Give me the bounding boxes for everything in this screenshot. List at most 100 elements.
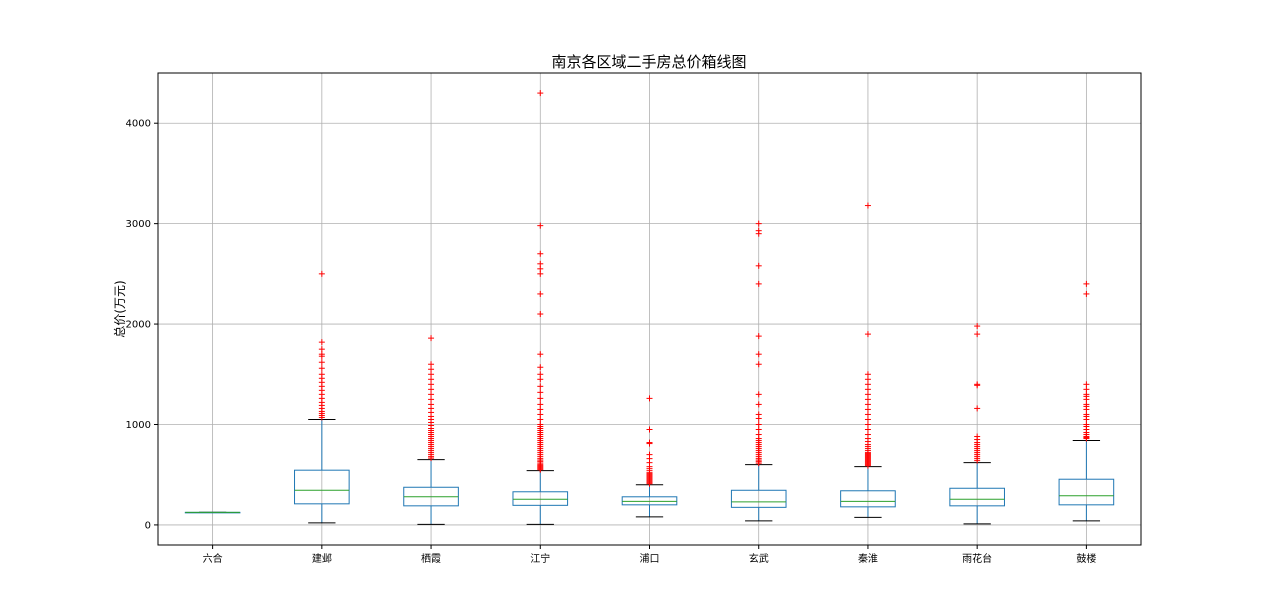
box-iqr: [621, 496, 678, 506]
outlier-point: [318, 270, 325, 277]
outlier-point: [537, 311, 544, 318]
outlier-point: [864, 416, 871, 423]
outlier-point: [537, 395, 544, 402]
outlier-point: [537, 290, 544, 297]
y-tick-label: 4000: [126, 119, 151, 130]
outlier-point: [646, 395, 653, 402]
box-iqr: [949, 487, 1005, 507]
x-tick-label: 栖霞: [421, 552, 441, 565]
y-tick-label: 3000: [126, 219, 151, 230]
x-tick-label: 秦淮: [858, 552, 878, 565]
outlier-point: [428, 401, 435, 408]
outlier-point: [428, 386, 435, 393]
outlier-point: [537, 260, 544, 267]
outlier-point: [864, 391, 871, 398]
outlier-point: [864, 202, 871, 209]
outlier-point: [537, 250, 544, 257]
outlier-point: [646, 439, 653, 446]
outlier-point: [864, 411, 871, 418]
box-8: [949, 323, 1005, 525]
outlier-point: [428, 366, 435, 373]
outlier-point: [864, 406, 871, 413]
outlier-point: [1083, 381, 1090, 388]
outlier-point: [974, 433, 981, 440]
outlier-point: [755, 220, 762, 227]
outlier-point: [974, 331, 981, 338]
outlier-point: [1083, 391, 1090, 398]
outlier-point: [864, 371, 871, 378]
outlier-point: [1083, 386, 1090, 393]
outlier-point: [755, 401, 762, 408]
outlier-point: [864, 396, 871, 403]
outlier-point: [428, 376, 435, 383]
box-4: [512, 90, 569, 525]
outlier-point: [537, 351, 544, 358]
outlier-point: [864, 386, 871, 393]
box-5: [621, 395, 678, 518]
outlier-point: [537, 364, 544, 371]
box-iqr: [730, 489, 787, 508]
outlier-point: [1083, 421, 1090, 428]
outlier-point: [974, 323, 981, 330]
outlier-point: [1083, 280, 1090, 287]
x-tick-label: 六合: [203, 552, 223, 565]
box-6: [730, 220, 787, 522]
box-iqr: [840, 490, 896, 508]
outlier-point: [537, 406, 544, 413]
outlier-point: [755, 431, 762, 438]
box-2: [294, 270, 350, 524]
outlier-point: [537, 416, 544, 423]
outlier-point: [864, 331, 871, 338]
outlier-point: [537, 401, 544, 408]
box-9: [1058, 280, 1115, 522]
outlier-point: [646, 451, 653, 458]
outlier-point: [537, 270, 544, 277]
outlier-point: [755, 280, 762, 287]
outlier-point: [755, 426, 762, 433]
outlier-point: [318, 339, 325, 346]
outlier-point: [537, 411, 544, 418]
outlier-point: [755, 262, 762, 269]
chart-title: 南京各区域二手房总价箱线图: [551, 53, 746, 71]
box-iqr: [294, 469, 350, 505]
outlier-point: [428, 335, 435, 342]
outlier-point: [974, 405, 981, 412]
y-axis-label: 总价(万元): [113, 280, 127, 337]
y-tick-label: 1000: [126, 420, 151, 431]
box-layer: [184, 90, 1115, 525]
outlier-point: [318, 351, 325, 358]
outlier-point: [537, 389, 544, 396]
box-7: [840, 202, 896, 518]
x-tick-label: 江宁: [530, 552, 550, 565]
outlier-point: [864, 376, 871, 383]
outlier-point: [318, 365, 325, 372]
x-tick-label: 浦口: [640, 552, 660, 565]
outlier-point: [318, 371, 325, 378]
y-tick-label: 2000: [126, 320, 151, 331]
outlier-point: [864, 426, 871, 433]
outlier-point: [864, 421, 871, 428]
outlier-point: [537, 371, 544, 378]
outlier-point: [428, 381, 435, 388]
box-1: [184, 511, 241, 514]
outlier-point: [428, 361, 435, 368]
x-axis: 六合 建邺 栖霞 江宁 浦口 玄武 秦淮 雨花台 鼓楼: [203, 545, 1096, 565]
x-tick-label: 鼓楼: [1076, 552, 1096, 565]
y-axis: 0 1000 2000 3000 4000: [126, 119, 158, 531]
outlier-point: [537, 376, 544, 383]
outlier-point: [537, 265, 544, 272]
outlier-point: [755, 227, 762, 234]
outlier-point: [1083, 401, 1090, 408]
outlier-point: [755, 411, 762, 418]
outlier-point: [755, 421, 762, 428]
outlier-point: [755, 351, 762, 358]
outlier-point: [428, 396, 435, 403]
outlier-point: [537, 383, 544, 390]
outlier-point: [537, 222, 544, 229]
box-3: [403, 335, 459, 525]
outlier-point: [864, 431, 871, 438]
outlier-point: [974, 381, 981, 388]
outlier-point: [755, 361, 762, 368]
outlier-point: [537, 421, 544, 428]
